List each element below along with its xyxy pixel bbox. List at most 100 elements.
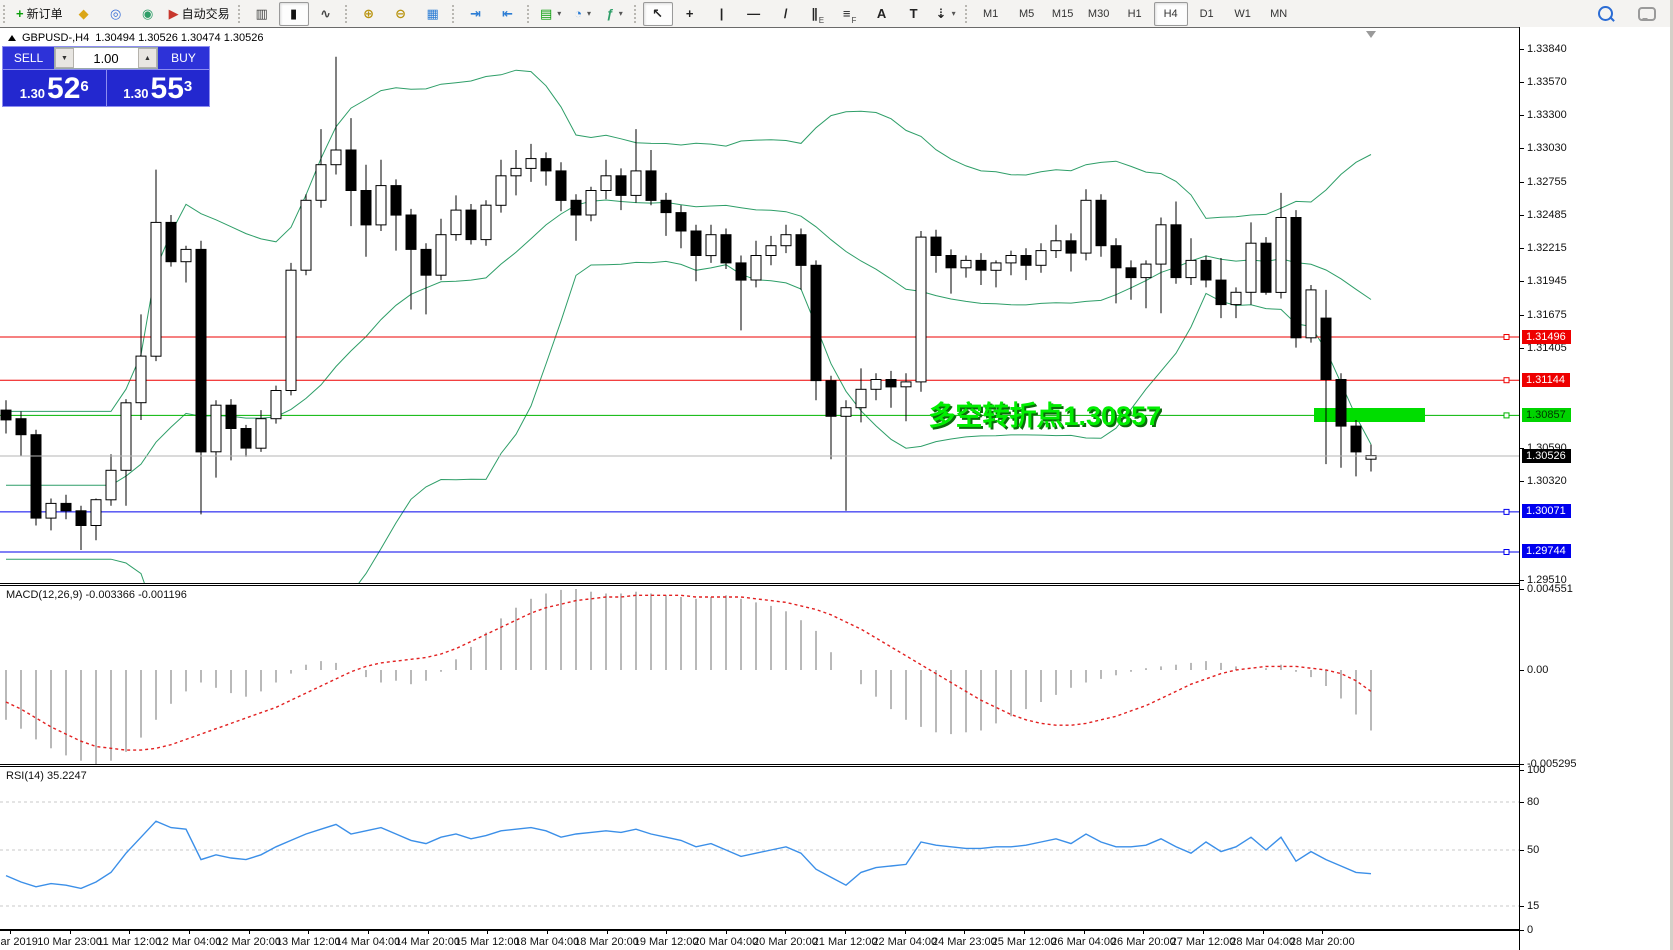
new-order-button[interactable]: + 新订单: [12, 2, 67, 26]
collapse-icon[interactable]: [8, 35, 16, 41]
sell-price[interactable]: 1.30 52 6: [3, 70, 107, 106]
vertical-line-tool[interactable]: |: [707, 2, 737, 26]
candle-body-bull: [285, 269, 297, 391]
candlestick-button[interactable]: ▮: [278, 1, 309, 26]
metaeditor-button[interactable]: ◆: [69, 2, 99, 26]
line-handle[interactable]: [1503, 549, 1510, 555]
channel-icon: ∥: [811, 6, 818, 21]
market-watch-button[interactable]: ◎: [101, 2, 131, 26]
timeframe-m30[interactable]: M30: [1087, 7, 1110, 20]
time-label: 8 Mar 2019: [0, 936, 38, 948]
candle-body-bear: [810, 264, 822, 382]
timeframe-m5[interactable]: M5: [1018, 7, 1035, 20]
zoom-out-button[interactable]: ⊖: [386, 2, 416, 26]
volume-input[interactable]: [74, 48, 138, 68]
candle-body-bull: [870, 379, 882, 390]
toolbar-grip: [237, 4, 243, 23]
bar-chart-button[interactable]: ▥: [247, 2, 277, 26]
cursor-tool[interactable]: ↖: [642, 1, 673, 26]
pivot-annotation-text[interactable]: 多空转折点1.30857: [929, 400, 1162, 431]
candle-body-bear: [975, 259, 987, 271]
horizontal-line-tool[interactable]: ―: [739, 2, 769, 26]
axis-tick: [1520, 281, 1524, 282]
price-chart-pane[interactable]: 多空转折点1.30857 多空转折点1.30857 GBPUSD-,H4 1.30…: [0, 28, 1519, 586]
zoom-in-button[interactable]: ⊕: [354, 2, 384, 26]
tile-windows-button[interactable]: ▦: [418, 2, 448, 26]
trendline-tool[interactable]: /: [771, 2, 801, 26]
zoom-in-icon: ⊕: [363, 6, 375, 21]
line-handle[interactable]: [1503, 334, 1510, 340]
channel-tool[interactable]: ∥ E: [811, 6, 825, 25]
timeframe-h1[interactable]: H1: [1127, 7, 1142, 20]
line-handle[interactable]: [1503, 412, 1510, 419]
new-chart-button[interactable]: ▤ ▾: [536, 2, 566, 26]
auto-scroll-button[interactable]: ⇥: [461, 2, 491, 26]
indicators-button[interactable]: ƒ ▾: [600, 2, 630, 26]
axis-tick: [1520, 481, 1524, 482]
buy-price[interactable]: 1.30 55 3: [107, 70, 210, 106]
time-tick: [1203, 931, 1204, 934]
chat-button[interactable]: [1632, 2, 1662, 26]
text-label-tool[interactable]: T: [899, 2, 929, 26]
time-label: 28 Mar 04:00: [1230, 936, 1296, 948]
text-tool[interactable]: A: [867, 2, 897, 26]
candle-body-bull: [780, 234, 792, 247]
one-click-trading-panel: SELL ▼ ▲ BUY 1.30 52 6 1.30 55 3: [2, 46, 210, 107]
new-order-icon: +: [16, 6, 24, 21]
chart-shift-icon: ⇤: [502, 6, 514, 21]
buy-button[interactable]: BUY: [158, 47, 209, 69]
timeframe-d1[interactable]: D1: [1199, 7, 1214, 20]
autotrading-button-label: 自动交易: [181, 7, 230, 21]
axis-tick: [1520, 580, 1524, 581]
time-label: 27 Mar 12:00: [1170, 936, 1236, 948]
candle-body-bull: [1230, 291, 1242, 306]
candle-body-bear: [165, 221, 177, 263]
autotrading-button[interactable]: ▶ 自动交易: [165, 2, 234, 26]
axis-tick: [1520, 315, 1524, 316]
toolbar-grip: [964, 4, 970, 23]
arrows-tool[interactable]: ⇣ ▾: [931, 2, 961, 26]
macd-pane[interactable]: MACD(12,26,9) -0.003366 -0.001196: [0, 586, 1519, 767]
candle-body-bull: [960, 259, 972, 269]
line-handle[interactable]: [1503, 508, 1510, 515]
rsi-canvas[interactable]: [0, 767, 1519, 929]
time-label: 22 Mar 04:00: [872, 936, 938, 948]
chart-shift-button[interactable]: ⇤: [493, 2, 523, 26]
axis-tick: [1520, 248, 1524, 249]
chart-shift-marker[interactable]: [1366, 31, 1376, 38]
volume-increase-button[interactable]: ▲: [138, 48, 157, 68]
timeframe-h4[interactable]: H4: [1153, 1, 1188, 26]
price-axis[interactable]: 1.33840 1.33570 1.33300 1.33030 1.32755 1.324…: [1519, 27, 1673, 950]
candle-body-bear: [570, 199, 582, 216]
search-button[interactable]: [1590, 2, 1620, 26]
candle-body-bull: [630, 170, 642, 196]
candle-body-bull: [1140, 263, 1152, 279]
candle-body-bull: [1275, 217, 1287, 293]
volume-decrease-button[interactable]: ▼: [55, 48, 74, 68]
line-handle[interactable]: [1503, 377, 1510, 384]
macd-canvas[interactable]: [0, 586, 1519, 764]
crosshair-tool[interactable]: +: [675, 2, 705, 26]
timeframe-m1[interactable]: M1: [982, 7, 999, 20]
candle-body-bear: [930, 236, 942, 257]
pivot-highlight-rect[interactable]: [1314, 408, 1425, 422]
chat-icon: [1638, 6, 1656, 21]
timeframe-mn[interactable]: MN: [1270, 7, 1288, 20]
axis-tick: [1520, 82, 1524, 83]
candle-body-bull: [255, 418, 267, 449]
time-tick: [845, 931, 847, 934]
sell-button[interactable]: SELL: [3, 47, 54, 69]
rsi-pane[interactable]: RSI(14) 35.2247: [0, 767, 1519, 930]
signals-button[interactable]: ◉: [133, 2, 163, 26]
timeframe-m15[interactable]: M15: [1051, 7, 1074, 20]
timeframe-w1[interactable]: W1: [1234, 7, 1251, 20]
fibonacci-tool[interactable]: ≡ F: [842, 6, 857, 25]
profiles-button[interactable]: ◔ ▾: [568, 2, 598, 26]
price-tick-label: 1.30320: [1527, 475, 1567, 487]
metaeditor-icon: ◆: [78, 6, 89, 21]
candle-body-bear: [885, 379, 897, 388]
line-chart-button[interactable]: ∿: [311, 2, 341, 26]
